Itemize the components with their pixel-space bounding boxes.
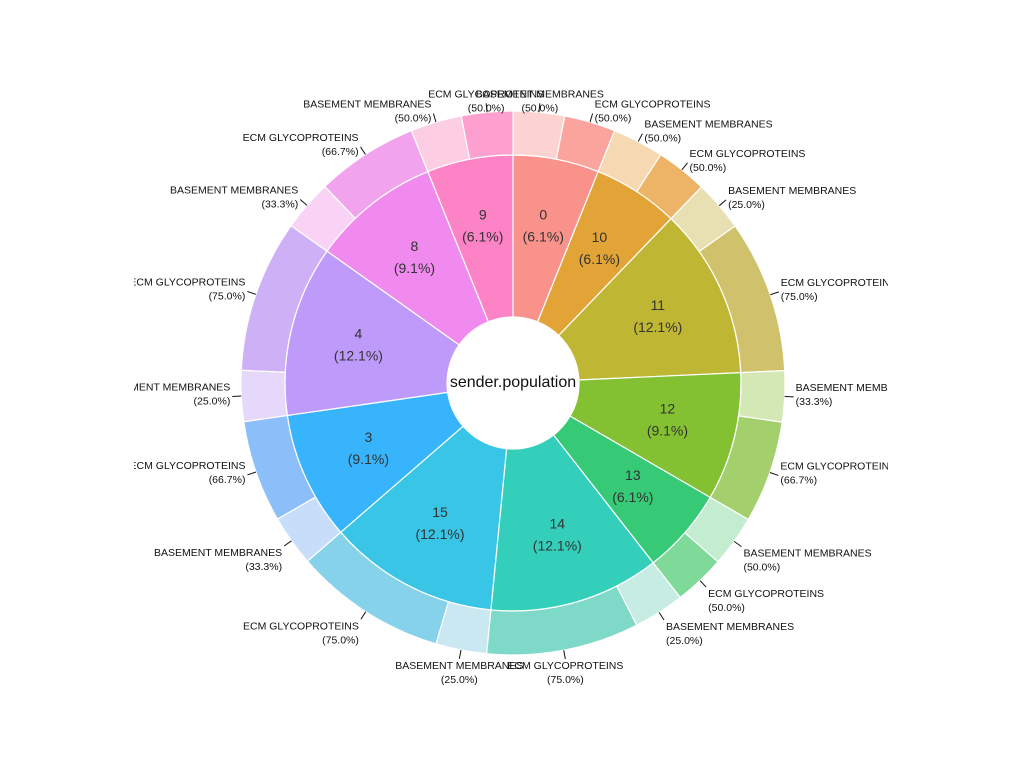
outer-label-percent: (25.0%) [728,199,765,211]
leader-lines [232,103,794,660]
outer-labels: BASEMENT MEMBRANES(50.0%) ECM GLYCOPROTEI… [102,88,924,686]
outer-label-percent: (33.3%) [796,396,833,408]
leader-line [699,580,707,588]
leader-line [360,611,367,620]
outer-label-category: BASEMENT MEMBRANES [476,88,604,100]
outer-ring [240,110,786,656]
outer-label-category: BASEMENT MEMBRANES [395,660,523,672]
leader-line [589,113,594,123]
inner-label-name: 8 [411,238,419,254]
outer-label-category: ECM GLYCOPROTEINS [781,277,897,289]
outer-label-category: BASEMENT MEMBRANES [743,548,871,560]
inner-label-name: 11 [651,297,666,313]
outer-label-category: ECM GLYCOPROTEINS [595,99,711,111]
leader-line [283,540,292,547]
outer-label-percent: (50.0%) [708,602,745,614]
outer-label-percent: (50.0%) [595,113,632,125]
outer-slice [737,369,786,423]
leader-line [247,471,257,476]
inner-label-percent: (12.1%) [334,347,383,363]
leader-line [485,103,488,113]
outer-label-category: ECM GLYCOPROTEINS [130,460,246,472]
outer-label-category: ECM GLYCOPROTEINS [507,660,623,672]
center-label: sender.population [450,374,576,391]
outer-label-category: BASEMENT MEMBRANES [303,99,431,111]
outer-label-percent: (25.0%) [441,674,478,686]
outer-label-percent: (75.0%) [209,290,246,302]
outer-label-category: ECM GLYCOPROTEINS [780,460,896,472]
outer-label-percent: (33.3%) [261,198,298,210]
outer-label-category: BASEMENT MEMBRANES [796,382,924,394]
leader-line [563,650,566,660]
outer-slice [512,110,566,160]
inner-label-percent: (12.1%) [415,526,464,542]
outer-label-category: BASEMENT MEMBRANES [170,184,298,196]
outer-label-category: BASEMENT MEMBRANES [102,381,230,393]
inner-label-name: 3 [364,429,372,445]
inner-label-percent: (6.1%) [612,489,653,505]
inner-label-percent: (6.1%) [523,229,564,245]
inner-label-percent: (9.1%) [394,260,435,276]
leader-line [733,540,742,548]
outer-label-category: BASEMENT MEMBRANES [644,119,772,131]
leader-line [538,103,541,113]
outer-label-percent: (50.0%) [644,133,681,145]
leader-line [299,199,308,206]
outer-label-category: ECM GLYCOPROTEINS [690,148,806,160]
outer-label-percent: (50.0%) [521,102,558,114]
outer-label-percent: (50.0%) [690,162,727,174]
inner-label-name: 4 [355,325,363,341]
outer-label-percent: (66.7%) [322,146,359,158]
leader-line [681,162,688,171]
inner-label-name: 0 [539,207,547,223]
outer-label-percent: (75.0%) [547,674,584,686]
outer-label-percent: (75.0%) [781,291,818,303]
outer-label-category: BASEMENT MEMBRANES [728,185,856,197]
inner-label-name: 15 [432,504,448,520]
outer-label-percent: (25.0%) [194,395,231,407]
outer-label-percent: (25.0%) [666,635,703,647]
inner-label-name: 12 [660,401,676,417]
leader-line [432,113,437,123]
leader-line [718,199,727,207]
outer-label-percent: (50.0%) [395,113,432,125]
inner-label-percent: (6.1%) [462,229,503,245]
inner-label-name: 14 [550,515,566,531]
outer-label-percent: (50.0%) [468,102,505,114]
outer-slice [240,369,289,423]
outer-label-percent: (66.7%) [780,474,817,486]
leader-line [247,290,257,295]
inner-label-percent: (9.1%) [647,423,688,439]
outer-label-category: ECM GLYCOPROTEINS [428,88,544,100]
outer-label-category: BASEMENT MEMBRANES [154,547,282,559]
outer-slice [460,110,514,160]
inner-label-percent: (9.1%) [348,451,389,467]
outer-label-percent: (75.0%) [322,634,359,646]
outer-label-category: ECM GLYCOPROTEINS [243,620,359,632]
inner-label-name: 9 [479,207,487,223]
leader-line [658,612,665,621]
inner-label-percent: (12.1%) [633,319,682,335]
outer-label-percent: (33.3%) [245,561,282,573]
leader-line [769,472,779,476]
inner-label-percent: (12.1%) [533,537,582,553]
inner-label-percent: (6.1%) [579,251,620,267]
leader-line [770,291,779,296]
outer-label-category: BASEMENT MEMBRANES [666,621,794,633]
outer-label-category: ECM GLYCOPROTEINS [708,588,824,600]
outer-label-percent: (50.0%) [743,562,780,574]
leader-line [360,146,366,155]
outer-label-percent: (66.7%) [209,474,246,486]
inner-ring [284,154,742,612]
center-hole [447,317,579,449]
outer-label-category: ECM GLYCOPROTEINS [243,132,359,144]
outer-label-category: ECM GLYCOPROTEINS [129,276,245,288]
inner-labels: 0 (6.1%) 10 (6.1%) 11 (12.1%) 12 (9.1%) 13 (6.1%)… [334,207,688,554]
leader-line [637,133,643,142]
leader-line [458,649,462,659]
inner-label-name: 13 [625,467,641,483]
inner-label-name: 10 [592,229,608,245]
